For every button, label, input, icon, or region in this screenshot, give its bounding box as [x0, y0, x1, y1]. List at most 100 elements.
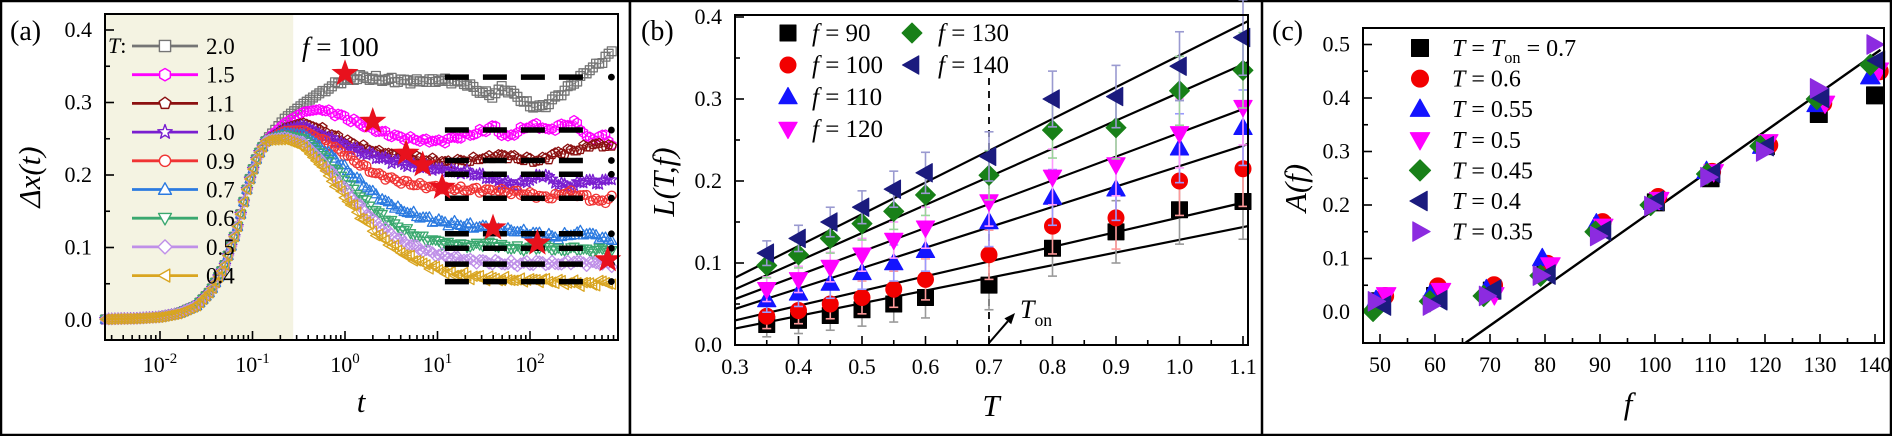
marker	[546, 229, 558, 241]
marker	[915, 240, 936, 258]
legend-label: T = 0.45	[1452, 158, 1533, 184]
marker	[244, 174, 256, 185]
legend-marker	[778, 86, 798, 105]
legend-item-f-90: f = 90	[779, 20, 871, 47]
marker	[606, 140, 618, 151]
legend-label: f = 140	[938, 52, 1009, 79]
legend-item-T-5: T = 0.4	[1409, 189, 1521, 215]
marker	[333, 143, 344, 154]
marker	[445, 217, 458, 228]
marker	[374, 126, 384, 138]
marker	[398, 205, 410, 217]
onset-star-marker	[392, 138, 420, 165]
legend-label: f = 130	[938, 20, 1009, 47]
series-T-6	[1367, 34, 1885, 316]
marker	[1866, 86, 1885, 105]
onset-star-marker	[523, 228, 552, 255]
marker	[222, 251, 234, 262]
marker	[586, 279, 598, 291]
marker	[477, 186, 488, 197]
marker	[238, 195, 250, 207]
marker	[524, 101, 536, 112]
marker	[426, 260, 437, 272]
marker	[301, 105, 312, 117]
marker	[584, 246, 596, 257]
x-tick-label: 110	[1694, 352, 1726, 377]
marker	[1478, 285, 1498, 307]
marker	[592, 177, 606, 190]
legend-item-T-0.6: 0.6	[132, 206, 235, 231]
legend-label: 0.7	[206, 178, 235, 203]
marker	[234, 209, 247, 221]
marker	[319, 165, 330, 177]
marker	[253, 146, 264, 159]
onset-star-marker	[594, 245, 622, 272]
marker	[1755, 141, 1775, 162]
marker	[323, 104, 334, 116]
marker	[1809, 78, 1829, 99]
marker	[241, 185, 253, 196]
marker	[414, 177, 425, 189]
marker	[542, 257, 556, 271]
marker	[884, 232, 904, 251]
marker	[590, 193, 602, 204]
marker	[373, 208, 385, 219]
y-axis-title: Δx(t)	[12, 146, 47, 209]
marker	[320, 135, 331, 146]
panel-letter-b: (b)	[641, 16, 674, 47]
marker	[366, 225, 378, 237]
x-axis-title: t	[357, 384, 367, 419]
marker	[549, 245, 561, 256]
marker	[370, 188, 382, 199]
marker	[980, 276, 998, 294]
marker	[305, 105, 315, 117]
marker	[1169, 126, 1190, 144]
marker	[465, 130, 476, 142]
marker	[352, 116, 362, 127]
legend-label: f = 110	[812, 84, 882, 111]
x-tick-label: 0.5	[848, 354, 876, 379]
marker	[851, 197, 870, 217]
marker	[1866, 34, 1885, 55]
onset-star-marker	[428, 173, 456, 199]
legend-label: 1.0	[206, 120, 235, 145]
legend-item-T-0.7: 0.7	[132, 178, 235, 203]
legend-marker	[1411, 69, 1429, 88]
panel-c-legend: T = Ton = 0.7T = 0.6 T = 0.55 T = 0.5 T = 0…	[1408, 36, 1576, 246]
marker	[396, 131, 406, 143]
marker	[420, 243, 433, 257]
legend-label: T = 0.35	[1452, 220, 1533, 246]
legend-item-T-3: T = 0.5	[1409, 128, 1521, 154]
marker	[389, 202, 401, 213]
marker	[424, 136, 435, 148]
marker	[348, 155, 359, 166]
marker	[373, 168, 385, 179]
x-tick-label: 0.8	[1039, 354, 1067, 379]
marker	[345, 116, 356, 128]
marker	[215, 265, 227, 277]
y-tick-label: 0.0	[65, 307, 93, 332]
marker	[376, 209, 388, 221]
legend-item-T-1.0: 1.0	[132, 120, 235, 145]
series-f-140	[756, 0, 1251, 267]
marker	[322, 170, 334, 182]
marker	[209, 276, 220, 289]
legend-item-T-1: T = 0.6	[1411, 67, 1521, 93]
legend-item-f-110: f = 110	[778, 84, 882, 111]
legend-marker	[901, 22, 923, 44]
marker	[467, 240, 480, 252]
marker	[407, 255, 419, 267]
marker	[335, 185, 346, 197]
marker	[451, 218, 464, 230]
marker	[480, 238, 492, 250]
panel-b-legend: f = 90 f = 100 f = 110 f = 120 f = 130 f = 14…	[778, 20, 1009, 143]
marker	[575, 144, 586, 155]
marker	[546, 246, 558, 257]
marker	[427, 135, 438, 147]
marker	[581, 130, 592, 142]
legend-marker	[1408, 159, 1432, 182]
marker	[206, 282, 217, 295]
marker	[417, 231, 429, 242]
x-tick-label: 60	[1424, 352, 1446, 377]
